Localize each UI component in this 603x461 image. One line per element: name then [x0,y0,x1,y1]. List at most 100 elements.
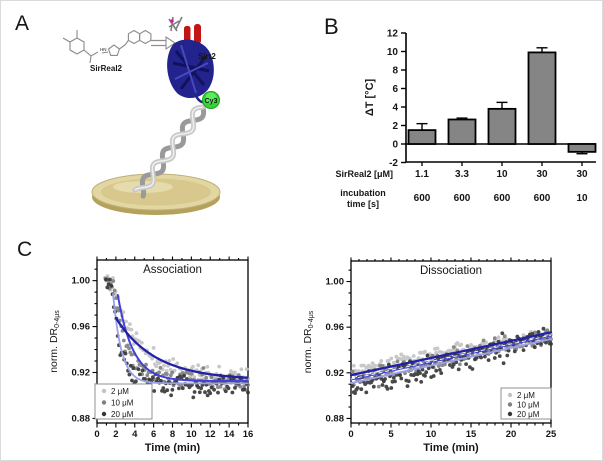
data-point [379,359,384,363]
data-point [158,365,163,370]
data-point [455,341,460,345]
time-value: 600 [454,193,471,204]
x-tick-label: 15 [466,429,477,440]
y-axis-title-sub: 0-4μs [54,310,61,328]
x-tick-label: 2 [113,429,118,440]
bar [407,129,437,145]
data-point [532,345,537,350]
data-point [134,379,138,384]
data-point [152,389,157,393]
data-point [438,368,442,372]
fit-curve-20 μM [112,293,249,385]
data-point [544,340,548,345]
data-point [393,379,397,384]
cy3-dye: Cy3 [202,91,220,109]
data-point [165,388,170,393]
data-point [423,349,427,354]
data-point [156,376,161,381]
bar [487,107,517,145]
data-point [149,378,154,383]
data-point [175,361,180,366]
data-point [111,276,115,280]
white-dashed-overlay [350,334,552,380]
points-10 μM [103,276,250,392]
data-point [129,327,134,332]
data-point [549,342,553,346]
protein-label: Sirt2 [198,52,216,61]
sirt2-protein [167,16,214,104]
data-point [405,384,410,388]
legend-label: 20 μM [111,410,134,419]
data-point [416,356,421,361]
data-point [359,387,364,392]
x-tick-label: 12 [205,429,216,440]
data-point [212,387,217,392]
data-point [370,361,375,366]
data-point [242,387,247,392]
data-point [209,385,214,390]
data-point [398,373,402,378]
y-tick-label: 1.00 [326,277,345,288]
y-axis-title-sub: 0-4μs [308,310,315,328]
data-point [376,384,381,389]
data-point [158,378,163,383]
molecule-label: SirReal2 [90,64,123,73]
conc-value: 30 [576,169,588,180]
x-tick-label: 0 [348,429,353,440]
data-point [483,354,487,359]
sensor-disc [91,173,221,215]
ribbon-strands-light [174,44,209,94]
sirreal2-structure [62,29,152,64]
x-tick-label: 8 [170,429,175,440]
data-point [399,376,404,381]
dna-helix [132,104,207,199]
legend-label: 2 μM [517,391,535,400]
data-point [418,371,422,375]
y-tick-label: -2 [389,158,398,169]
data-point [470,367,475,371]
triazole-ring [107,44,121,56]
data-point [216,390,220,395]
data-point [233,386,237,390]
data-point [497,354,502,358]
data-point [162,363,166,368]
data-point [179,383,184,388]
y-tick-label: 0 [392,140,398,151]
bar [447,118,477,145]
legend-marker [507,402,513,407]
conc-value: 3.3 [455,169,469,180]
linker-chain [83,49,99,64]
data-point [127,346,131,351]
conc-value: 10 [496,169,508,180]
data-point [364,390,369,395]
data-point [505,353,510,358]
data-point [143,377,148,381]
data-point [192,390,197,394]
data-point [371,384,376,389]
fit-curve-20 μM [350,338,552,385]
legend-label: 10 μM [111,398,134,407]
data-point [169,393,174,398]
data-point [134,331,139,336]
methyl-groups [62,30,78,43]
residue-sticks [168,16,183,32]
pyrimidine-ring [69,37,85,55]
legend-label: 10 μM [517,400,540,409]
data-point [541,326,546,331]
data-point [177,386,181,391]
data-point [180,386,185,391]
data-point [530,332,535,336]
data-point [492,356,497,360]
data-point [116,308,121,313]
dissociation-plot: 0 5 10 15 20 25 0.88 0.92 0.96 1.00 Dissociation Ti… [302,257,557,454]
data-point [197,390,202,395]
plot-title: Dissociation [420,265,482,277]
data-point [244,367,249,371]
amide-bond [101,51,109,54]
y-tick-label: 0.96 [72,322,91,333]
data-point [496,335,501,340]
x-tick-label: 20 [506,429,517,440]
binding-arrow-icon [151,35,176,51]
naphthalene-ring-1 [127,29,141,45]
y-tick-label: 0.92 [72,367,91,378]
